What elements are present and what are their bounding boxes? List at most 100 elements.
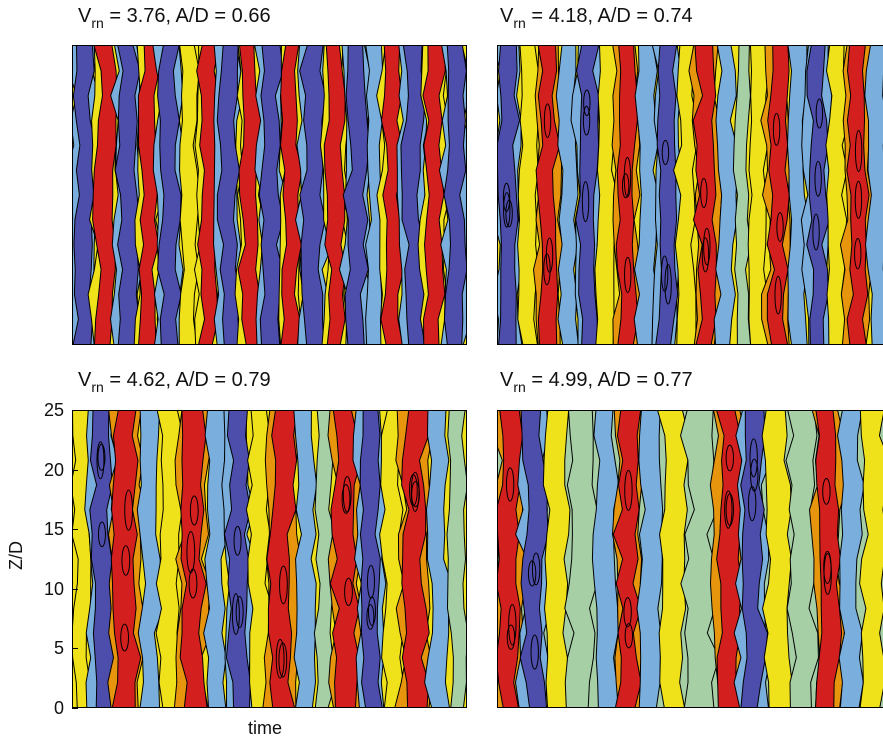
contour-blob [661,139,670,166]
contour-band [564,411,598,707]
panel-title-3: Vrn = 4.62, A/D = 0.79 [78,369,271,395]
contour-band [846,46,870,344]
contour-blob [410,471,420,512]
y-tick-label: 15 [43,519,64,540]
contour-band [401,411,430,707]
contour-band [110,411,142,707]
contour-blob [581,181,590,223]
y-tick-mark [72,648,78,650]
contour-blob [776,212,784,242]
contour-blob [341,484,351,514]
contour-blob [749,438,758,478]
contour-blob [545,237,554,273]
contour-band [114,46,141,344]
contour-blob [366,604,375,630]
contour-blob [724,490,733,529]
contour-blob [621,173,630,199]
contour-band [785,411,819,707]
contour-blob [812,213,820,251]
contour-band [766,46,790,344]
contour-blob [530,634,539,670]
contour-band [137,46,160,344]
contour-blob [623,597,632,628]
contour-blob [121,545,131,576]
y-tick-label: 0 [53,698,64,718]
y-tick-label: 20 [43,459,64,480]
contour-blob [623,156,632,198]
y-tick-label: 25 [43,400,64,420]
contour-band [136,411,164,707]
contour-band [216,46,242,344]
contour-blob [660,255,669,292]
y-axis-label: Z/D [6,541,26,570]
contour-blob [189,495,199,526]
contour-svg-4 [498,411,883,707]
contour-blob [96,441,105,480]
contour-band [379,411,406,707]
contour-blob [97,521,106,548]
y-tick-mark [72,410,78,411]
contour-blob [703,227,711,266]
contour-band [636,411,664,707]
panel-title-1: Vrn = 3.76, A/D = 0.66 [78,5,271,31]
contour-blob [543,253,551,286]
contour-blob [235,595,244,629]
contour-blob [582,105,591,136]
contour-band [92,46,118,344]
contour-band [359,411,383,707]
contour-blob [543,103,552,138]
contour-plot-3 [72,410,467,708]
contour-band [422,46,446,344]
y-tick-mark [72,529,78,531]
contour-band [575,46,600,344]
contour-blob [275,638,285,679]
contour-band [657,411,690,707]
panel-title-4: Vrn = 4.99, A/D = 0.77 [500,369,693,395]
contour-band [424,411,452,707]
contour-blob [505,467,515,502]
contour-blob [367,596,376,626]
contour-blob [624,623,634,649]
contour-band [313,411,337,707]
contour-band [446,411,466,707]
contour-plot-2 [497,45,883,345]
contour-band [732,46,752,344]
contour-band [179,411,208,707]
contour-blob [854,180,863,219]
y-tick-mark [72,588,78,590]
contour-blob [508,603,517,646]
contour-band [859,411,883,707]
contour-blob [814,160,822,197]
y-tick-mark [72,708,78,709]
contour-blob [701,237,710,273]
contour-blob [725,493,734,526]
contour-blob [854,130,863,172]
contour-blob [772,112,781,146]
contour-blob [624,256,632,294]
contour-blob [344,577,353,606]
contour-band [258,46,284,344]
y-tick-label: 10 [43,578,64,599]
contour-band [535,46,561,344]
contour-blob [823,552,832,595]
contour-blob [279,565,288,605]
contour-blob [97,443,106,471]
contour-blob [815,98,824,129]
contour-blob [231,593,240,635]
contour-blob [725,444,734,472]
contour-band [692,46,717,344]
contour-blob [774,275,782,315]
contour-band [380,46,405,344]
contour-svg-1 [73,46,466,344]
contour-blob [664,263,672,305]
contour-band [655,46,679,344]
contour-band [223,411,252,707]
contour-blob [583,89,591,117]
contour-svg-3 [73,411,466,707]
contour-svg-2 [498,46,883,344]
contour-band [443,46,466,344]
contour-band [280,46,303,344]
contour-band [615,46,639,344]
contour-band [815,411,843,707]
contour-band [266,411,298,707]
